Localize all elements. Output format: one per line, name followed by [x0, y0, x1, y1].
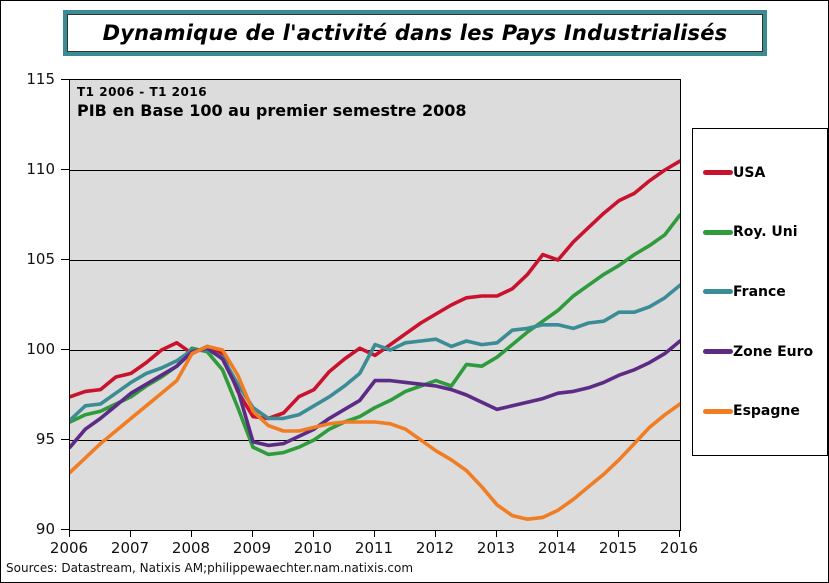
x-tick-label-2008: 2008 — [171, 539, 211, 557]
x-tick-label-2006: 2006 — [49, 539, 89, 557]
x-tick-mark — [69, 530, 70, 537]
x-tick-mark — [374, 530, 375, 537]
x-tick-label-2010: 2010 — [293, 539, 333, 557]
legend-item-espagne: Espagne — [703, 403, 827, 419]
x-tick-mark — [191, 530, 192, 537]
y-tick-mark — [61, 79, 69, 80]
legend-item-roy-uni: Roy. Uni — [703, 224, 827, 240]
y-tick-mark — [61, 529, 69, 530]
line-france — [70, 283, 680, 423]
y-tick-label-100: 100 — [26, 340, 55, 358]
legend-swatch-zone-euro — [703, 349, 733, 355]
legend-label-usa: USA — [733, 164, 766, 181]
y-tick-mark — [61, 259, 69, 260]
x-tick-mark — [252, 530, 253, 537]
legend: USA Roy. Uni France Zone Euro Espagne — [692, 128, 828, 456]
x-tick-label-2015: 2015 — [598, 539, 638, 557]
annotation-period: T1 2006 - T1 2016 — [77, 85, 208, 99]
legend-label-france: France — [733, 283, 786, 300]
legend-item-france: France — [703, 284, 827, 300]
source-text: Sources: Datastream, Natixis AM;philippe… — [6, 561, 414, 575]
x-tick-label-2009: 2009 — [232, 539, 272, 557]
y-tick-label-105: 105 — [26, 250, 55, 268]
plot-area: T1 2006 - T1 2016 PIB en Base 100 au pre… — [69, 79, 681, 531]
chart-title: Dynamique de l'activité dans les Pays In… — [102, 21, 728, 45]
x-tick-mark — [496, 530, 497, 537]
line-espagne — [70, 344, 680, 522]
legend-swatch-roy-uni — [703, 229, 733, 235]
y-tick-label-110: 110 — [26, 160, 55, 178]
line-chart — [70, 159, 680, 522]
plot-annotation: T1 2006 - T1 2016 PIB en Base 100 au pre… — [77, 85, 467, 121]
x-tick-label-2012: 2012 — [415, 539, 455, 557]
x-tick-label-2016: 2016 — [659, 539, 699, 557]
x-tick-mark — [313, 530, 314, 537]
y-tick-mark — [61, 169, 69, 170]
x-tick-label-2011: 2011 — [354, 539, 394, 557]
x-tick-mark — [130, 530, 131, 537]
legend-label-espagne: Espagne — [733, 403, 800, 420]
y-tick-label-115: 115 — [26, 70, 55, 88]
line-usa — [70, 159, 680, 421]
legend-label-zone-euro: Zone Euro — [733, 343, 814, 360]
legend-item-usa: USA — [703, 165, 827, 181]
x-tick-mark — [435, 530, 436, 537]
annotation-subtitle: PIB en Base 100 au premier semestre 2008 — [77, 101, 467, 120]
line-roy-uni — [70, 213, 680, 457]
x-tick-mark — [557, 530, 558, 537]
y-tick-mark — [61, 439, 69, 440]
x-tick-label-2014: 2014 — [537, 539, 577, 557]
legend-swatch-usa — [703, 170, 733, 176]
legend-swatch-espagne — [703, 408, 733, 414]
legend-item-zone-euro: Zone Euro — [703, 344, 827, 360]
y-tick-mark — [61, 349, 69, 350]
x-tick-mark — [618, 530, 619, 537]
legend-label-roy-uni: Roy. Uni — [733, 224, 798, 241]
x-tick-label-2013: 2013 — [476, 539, 516, 557]
line-zone-euro — [70, 339, 680, 450]
chart-title-box: Dynamique de l'activité dans les Pays In… — [63, 10, 767, 56]
x-tick-mark — [679, 530, 680, 537]
y-tick-label-90: 90 — [35, 520, 55, 538]
legend-swatch-france — [703, 289, 733, 295]
x-tick-label-2007: 2007 — [110, 539, 150, 557]
y-tick-label-95: 95 — [35, 430, 55, 448]
